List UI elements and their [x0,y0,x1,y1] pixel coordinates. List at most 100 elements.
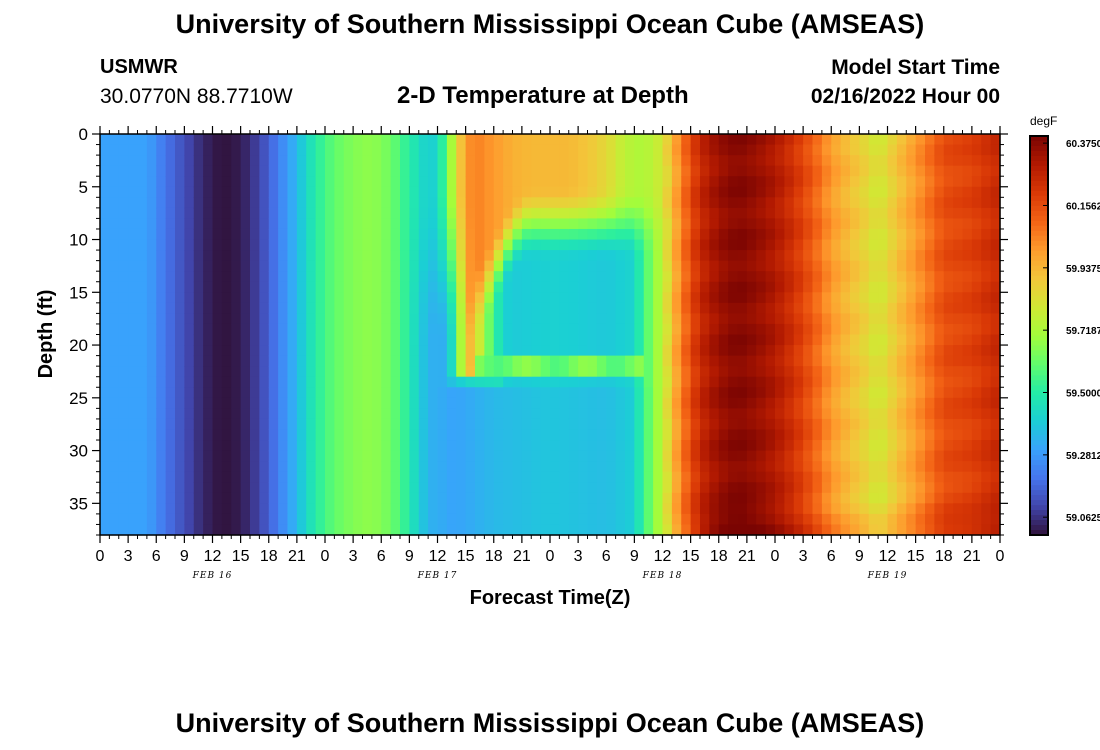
heatmap-cell [896,503,907,515]
heatmap-cell [671,260,682,272]
heatmap-cell [981,186,992,198]
heatmap-cell [343,302,354,314]
heatmap-cell [812,165,823,177]
heatmap-cell [512,408,523,420]
heatmap-cell [371,260,382,272]
heatmap-cell [268,292,279,304]
heatmap-cell [184,387,195,399]
heatmap-cell [981,440,992,452]
heatmap-cell [840,334,851,346]
heatmap-cell [831,397,842,409]
heatmap-cell [718,397,729,409]
heatmap-cell [465,440,476,452]
heatmap-cell [250,355,260,367]
heatmap-cell [700,165,710,177]
heatmap-cell [681,271,692,283]
heatmap-cell [634,271,645,283]
heatmap-cell [934,387,945,399]
heatmap-cell [118,134,129,146]
heatmap-cell [812,260,823,272]
heatmap-cell [156,323,167,336]
heatmap-cell [456,323,467,336]
heatmap-cell [428,239,439,251]
heatmap-cell [887,228,898,241]
heatmap-cell [700,503,710,515]
heatmap-cell [184,302,195,314]
colorbar-swatch [1030,345,1048,352]
colorbar-swatch [1030,390,1048,396]
heatmap-cell [437,271,448,283]
heatmap-cell [456,376,467,388]
heatmap-cell [896,513,907,526]
heatmap-cell [756,397,767,409]
heatmap-cell [409,323,420,336]
heatmap-cell [615,355,626,367]
heatmap-cell [259,323,270,336]
heatmap-cell [428,144,439,156]
heatmap-cell [268,387,279,399]
heatmap-cell [334,176,345,188]
heatmap-cell [709,461,720,473]
heatmap-cell [437,218,448,230]
heatmap-cell [531,292,542,304]
heatmap-cell [981,345,992,357]
heatmap-cell [653,292,664,304]
heatmap-cell [137,482,148,494]
heatmap-cell [278,355,289,367]
heatmap-cell [953,260,964,272]
heatmap-cell [446,345,457,357]
heatmap-cell [109,492,120,504]
heatmap-cell [784,260,795,272]
heatmap-cell [821,418,832,431]
heatmap-cell [475,250,485,262]
heatmap-cell [962,197,973,209]
heatmap-cell [821,250,832,262]
heatmap-cell [371,524,382,536]
heatmap-cell [943,218,954,230]
heatmap-cell [475,429,485,441]
heatmap-cell [390,450,401,462]
heatmap-cell [203,482,214,494]
heatmap-cell [690,207,701,220]
heatmap-cell [371,323,382,336]
heatmap-cell [475,218,485,230]
heatmap-cell [671,397,682,409]
y-tick-label: 35 [69,494,88,513]
heatmap-cell [100,228,110,241]
heatmap-cell [981,376,992,388]
heatmap-cell [203,271,214,283]
heatmap-cell [896,345,907,357]
colorbar-swatch [1030,450,1048,456]
heatmap-cell [231,207,242,220]
heatmap-cell [418,397,429,409]
heatmap-cell [165,207,176,220]
heatmap-cell [221,207,232,220]
heatmap-cell [156,186,167,198]
heatmap-cell [775,450,785,462]
heatmap-cell [803,355,814,367]
heatmap-cell [775,281,785,293]
colorbar-tick-label: 59.7187 [1066,326,1100,337]
heatmap-cell [821,397,832,409]
heatmap-cell [100,218,110,230]
heatmap-cell [325,302,335,314]
heatmap-cell [484,207,495,220]
heatmap-cell [146,281,157,293]
heatmap-cell [306,239,317,251]
heatmap-cell [821,461,832,473]
heatmap-cell [728,313,739,325]
heatmap-cell [362,471,373,483]
heatmap-cell [146,461,157,473]
heatmap-cell [184,250,195,262]
heatmap-cell [203,334,214,346]
heatmap-cell [146,397,157,409]
heatmap-cell [146,450,157,462]
heatmap-cell [146,492,157,504]
heatmap-cell [531,186,542,198]
heatmap-cell [887,366,898,378]
heatmap-cell [146,197,157,209]
x-tick-label: 6 [602,548,611,565]
heatmap-cell [850,134,860,146]
heatmap-cell [793,524,804,536]
heatmap-cell [512,302,523,314]
